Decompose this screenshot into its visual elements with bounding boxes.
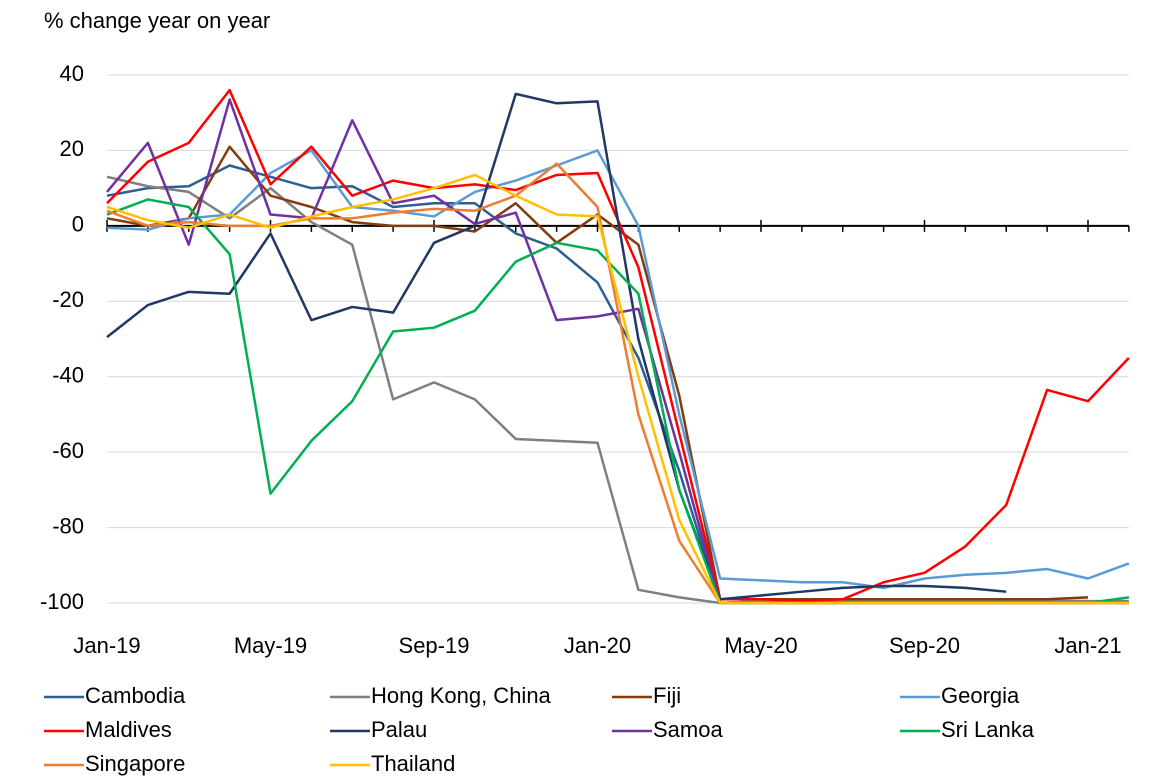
y-tick-label: 0 (72, 212, 84, 237)
y-tick-label: -20 (52, 287, 84, 312)
legend-label: Fiji (653, 683, 681, 708)
series-line (106, 92, 1007, 601)
series-line (106, 88, 1130, 603)
x-tick-label: Sep-20 (889, 633, 960, 658)
legend-label: Hong Kong, China (371, 683, 552, 708)
y-tick-label: -40 (52, 363, 84, 388)
x-tick-label: Sep-19 (399, 633, 470, 658)
series-line (106, 173, 1129, 605)
legend-label: Samoa (653, 717, 723, 742)
legend-label: Sri Lanka (941, 717, 1035, 742)
x-tick-label: May-20 (724, 633, 797, 658)
legend-label: Palau (371, 717, 427, 742)
legend-label: Georgia (941, 683, 1020, 708)
y-tick-label: -100 (40, 589, 84, 614)
x-tick-label: May-19 (234, 633, 307, 658)
y-tick-label: 20 (60, 136, 84, 161)
x-tick-label: Jan-19 (73, 633, 140, 658)
series-line (106, 149, 1130, 590)
y-axis-title: % change year on year (44, 8, 270, 33)
x-tick-label: Jan-20 (564, 633, 631, 658)
series-line (106, 175, 1129, 605)
legend-label: Cambodia (85, 683, 186, 708)
y-tick-label: 40 (60, 61, 84, 86)
legend-label: Thailand (371, 751, 455, 776)
legend-label: Maldives (85, 717, 172, 742)
y-tick-label: -80 (52, 513, 84, 538)
series-line (106, 145, 1089, 601)
x-tick-label: Jan-21 (1054, 633, 1121, 658)
legend-label: Singapore (85, 751, 185, 776)
series-line (106, 198, 1130, 605)
y-tick-label: -60 (52, 438, 84, 463)
